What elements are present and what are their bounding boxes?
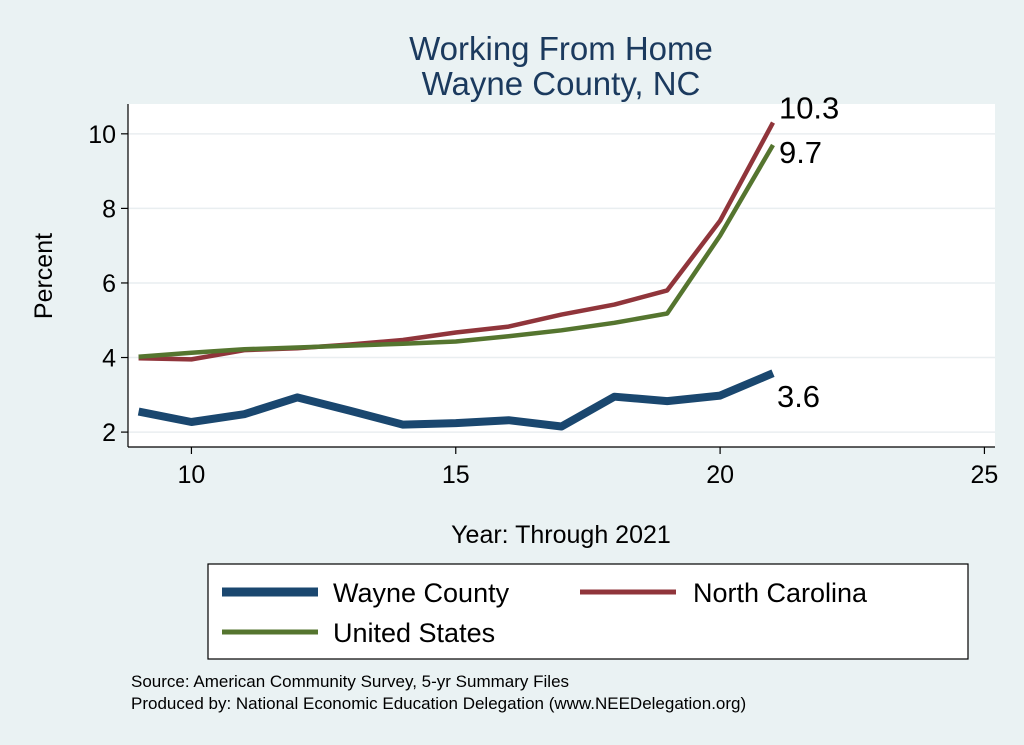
legend-label-united-states: United States [333, 618, 495, 648]
producer-note: Produced by: National Economic Education… [131, 694, 746, 713]
end-labels: 3.6 10.3 9.7 [777, 91, 839, 415]
plot-area [128, 104, 995, 447]
x-tick-label-20: 20 [706, 461, 734, 489]
series-line-united-states [138, 143, 775, 360]
end-label-wayne-county: 3.6 [777, 379, 820, 414]
y-axis-title: Percent [30, 233, 58, 319]
end-label-north-carolina: 10.3 [779, 91, 839, 126]
gridlines [128, 133, 995, 433]
legend-label-wayne-county: Wayne County [333, 578, 510, 608]
series-line-wayne-county [137, 369, 775, 431]
series-lines [137, 121, 775, 431]
y-tick-label-6: 6 [102, 270, 116, 298]
x-axis-title: Year: Through 2021 [451, 521, 671, 549]
source-note: Source: American Community Survey, 5-yr … [131, 672, 569, 691]
y-tick-label-8: 8 [102, 195, 116, 223]
end-label-united-states: 9.7 [779, 135, 822, 170]
legend-label-north-carolina: North Carolina [693, 578, 868, 608]
chart-title-line-1: Working From Home [409, 30, 713, 67]
y-tick-label-10: 10 [88, 121, 116, 149]
x-tick-label-25: 25 [971, 461, 999, 489]
legend-box [207, 563, 969, 660]
legend: Wayne County North Carolina United State… [222, 578, 868, 648]
chart-title-line-2: Wayne County, NC [422, 65, 701, 102]
y-tick-label-2: 2 [102, 419, 116, 447]
axes: 2 4 6 8 10 10 15 20 25 [88, 104, 998, 489]
x-tick-label-10: 10 [178, 461, 206, 489]
x-tick-label-15: 15 [442, 461, 470, 489]
y-tick-label-4: 4 [102, 345, 116, 373]
